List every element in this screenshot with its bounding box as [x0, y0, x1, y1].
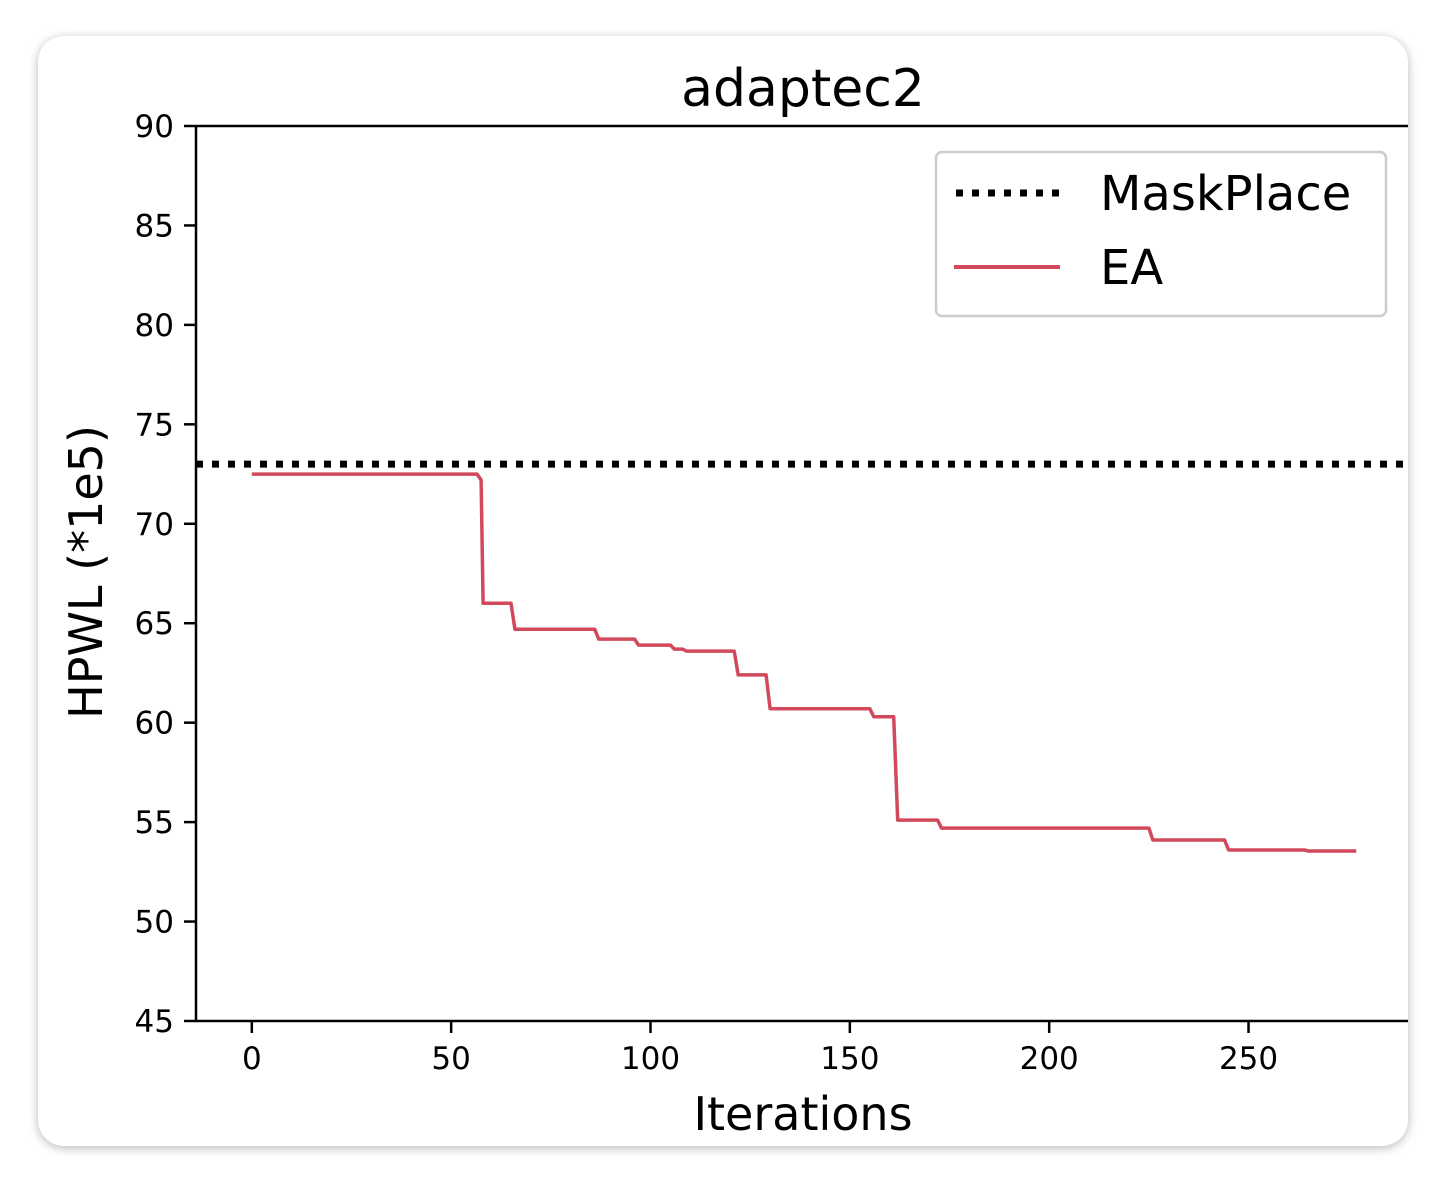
- chart-series: [196, 460, 1408, 853]
- x-tick-label: 150: [820, 1041, 879, 1077]
- line-chart: adaptec2 45 50 55 60 65 70 75 80 85 90 0 50 100 150 2…: [59, 59, 1408, 1141]
- legend: MaskPlace EA: [934, 150, 1388, 318]
- x-tick-label: 0: [242, 1041, 262, 1077]
- series-line-ea: [251, 472, 1357, 853]
- figure-card: adaptec2 45 50 55 60 65 70 75 80 85 90 0 50 100 150 2…: [38, 36, 1408, 1146]
- legend-box: [934, 150, 1388, 318]
- x-tick-label: 200: [1020, 1041, 1079, 1077]
- x-axis-label: Iterations: [693, 1087, 912, 1141]
- y-tick-label: 65: [135, 606, 174, 642]
- y-tick-label: 45: [135, 1004, 174, 1040]
- legend-label-maskplace: MaskPlace: [1100, 166, 1351, 222]
- x-tick-label: 100: [621, 1041, 680, 1077]
- y-axis-label: HPWL (*1e5): [59, 425, 113, 719]
- y-tick-label: 75: [135, 407, 174, 443]
- chart-title: adaptec2: [681, 59, 925, 119]
- x-tick-label: 250: [1219, 1041, 1278, 1077]
- y-tick-label: 70: [135, 507, 174, 543]
- y-tick-label: 80: [135, 308, 174, 344]
- x-axis-ticks: 0 50 100 150 200 250: [242, 1021, 1278, 1077]
- legend-label-ea: EA: [1100, 240, 1163, 296]
- axes-frame: [194, 124, 1408, 1023]
- y-tick-label: 60: [135, 706, 174, 742]
- y-tick-label: 90: [135, 109, 174, 145]
- y-tick-label: 50: [135, 905, 174, 941]
- x-tick-label: 50: [431, 1041, 470, 1077]
- y-tick-label: 85: [135, 208, 174, 244]
- y-axis-ticks: 45 50 55 60 65 70 75 80 85 90: [135, 109, 196, 1040]
- y-tick-label: 55: [135, 805, 174, 841]
